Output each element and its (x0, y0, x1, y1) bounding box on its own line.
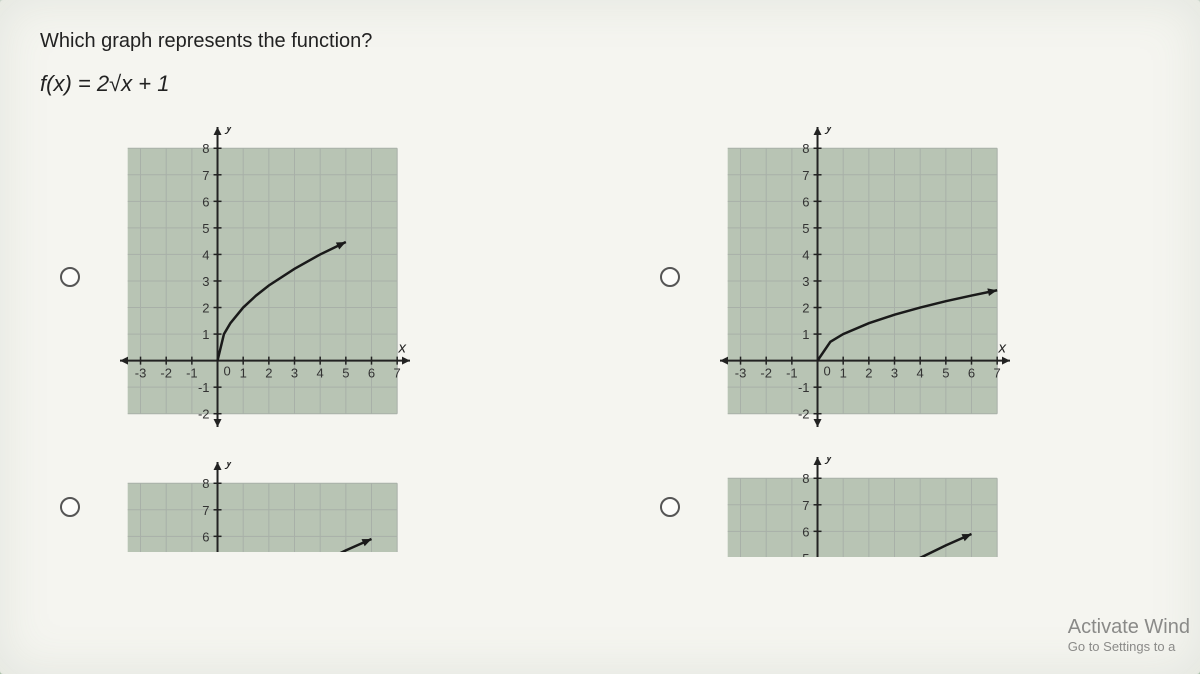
option-b[interactable]: -3 -2 -1 1 2 3 4 5 6 7 -2 -1 1 2 3 4 5 6 7 8 0 y x (660, 127, 1140, 427)
svg-text:x: x (398, 340, 407, 357)
formula: f(x) = 2√x + 1 (40, 71, 1160, 97)
option-a[interactable]: -3 -2 -1 1 2 3 4 5 6 7 -2 -1 1 2 3 4 5 6 7 8 0 y x (60, 127, 540, 427)
svg-text:6: 6 (802, 524, 809, 539)
formula-fx: f(x) (40, 71, 72, 96)
svg-text:-3: -3 (135, 366, 147, 381)
graph-d: -3-2-11234567-2-1123456780yx (720, 457, 1010, 557)
graph-b-box: -3 -2 -1 1 2 3 4 5 6 7 -2 -1 1 2 3 4 5 6 7 8 0 y x (720, 127, 1010, 427)
svg-text:2: 2 (202, 301, 209, 316)
svg-text:-3: -3 (735, 366, 747, 381)
svg-text:6: 6 (202, 529, 209, 544)
question-text: Which graph represents the function? (40, 30, 1160, 53)
svg-text:7: 7 (202, 168, 209, 183)
svg-text:5: 5 (802, 551, 809, 557)
radio-a[interactable] (60, 267, 80, 287)
svg-text:y: y (225, 462, 235, 470)
svg-text:4: 4 (202, 247, 209, 262)
svg-text:1: 1 (840, 366, 847, 381)
radio-c[interactable] (60, 497, 80, 517)
graph-c-box: -3-2-11234567-2-1123456780yx (120, 462, 410, 552)
svg-text:2: 2 (865, 366, 872, 381)
svg-text:2: 2 (265, 366, 272, 381)
svg-text:6: 6 (202, 194, 209, 209)
radio-b[interactable] (660, 267, 680, 287)
svg-text:-2: -2 (760, 366, 772, 381)
page-content: Which graph represents the function? f(x… (0, 0, 1200, 674)
windows-watermark: Activate Wind Go to Settings to a (1068, 616, 1190, 654)
svg-text:1: 1 (202, 327, 209, 342)
svg-text:5: 5 (202, 221, 209, 236)
svg-text:7: 7 (802, 168, 809, 183)
svg-text:-2: -2 (798, 407, 810, 422)
graph-d-box: -3-2-11234567-2-1123456780yx (720, 457, 1010, 557)
graph-a-box: -3 -2 -1 1 2 3 4 5 6 7 -2 -1 1 2 3 4 5 6 7 8 0 y x (120, 127, 410, 427)
svg-text:1: 1 (802, 327, 809, 342)
graph-c: -3-2-11234567-2-1123456780yx (120, 462, 410, 552)
svg-text:5: 5 (942, 366, 949, 381)
svg-text:4: 4 (802, 247, 809, 262)
svg-text:7: 7 (994, 366, 1001, 381)
svg-text:7: 7 (802, 498, 809, 513)
svg-text:7: 7 (394, 366, 401, 381)
svg-text:y: y (825, 127, 835, 135)
svg-text:-2: -2 (160, 366, 172, 381)
svg-text:-1: -1 (186, 366, 198, 381)
options-grid: -3 -2 -1 1 2 3 4 5 6 7 -2 -1 1 2 3 4 5 6 7 8 0 y x -3 -2 -1 1 2 3 4 5… (60, 127, 1160, 557)
svg-text:-2: -2 (198, 407, 210, 422)
svg-text:x: x (998, 340, 1007, 357)
svg-text:-1: -1 (198, 380, 210, 395)
svg-text:6: 6 (802, 194, 809, 209)
svg-text:5: 5 (802, 221, 809, 236)
svg-text:7: 7 (202, 503, 209, 518)
watermark-line2: Go to Settings to a (1068, 639, 1190, 654)
svg-text:3: 3 (891, 366, 898, 381)
svg-text:4: 4 (317, 366, 324, 381)
formula-eq: = 2√x + 1 (72, 71, 170, 96)
svg-text:y: y (825, 457, 835, 465)
svg-text:-1: -1 (798, 380, 810, 395)
svg-text:2: 2 (802, 301, 809, 316)
svg-text:4: 4 (917, 366, 924, 381)
option-d[interactable]: -3-2-11234567-2-1123456780yx (660, 457, 1140, 557)
graph-b: -3 -2 -1 1 2 3 4 5 6 7 -2 -1 1 2 3 4 5 6 7 8 0 y x (720, 127, 1010, 427)
svg-text:8: 8 (202, 476, 209, 491)
svg-text:3: 3 (802, 274, 809, 289)
graph-a: -3 -2 -1 1 2 3 4 5 6 7 -2 -1 1 2 3 4 5 6 7 8 0 y x (120, 127, 410, 427)
radio-d[interactable] (660, 497, 680, 517)
svg-text:8: 8 (202, 141, 209, 156)
svg-text:0: 0 (224, 364, 231, 379)
svg-text:8: 8 (802, 471, 809, 486)
svg-text:y: y (225, 127, 235, 135)
svg-text:3: 3 (202, 274, 209, 289)
svg-text:6: 6 (968, 366, 975, 381)
svg-text:6: 6 (368, 366, 375, 381)
svg-text:-1: -1 (786, 366, 798, 381)
svg-text:8: 8 (802, 141, 809, 156)
svg-text:5: 5 (342, 366, 349, 381)
svg-text:0: 0 (824, 364, 831, 379)
svg-text:3: 3 (291, 366, 298, 381)
svg-text:1: 1 (240, 366, 247, 381)
option-c[interactable]: -3-2-11234567-2-1123456780yx (60, 457, 540, 557)
watermark-line1: Activate Wind (1068, 616, 1190, 639)
